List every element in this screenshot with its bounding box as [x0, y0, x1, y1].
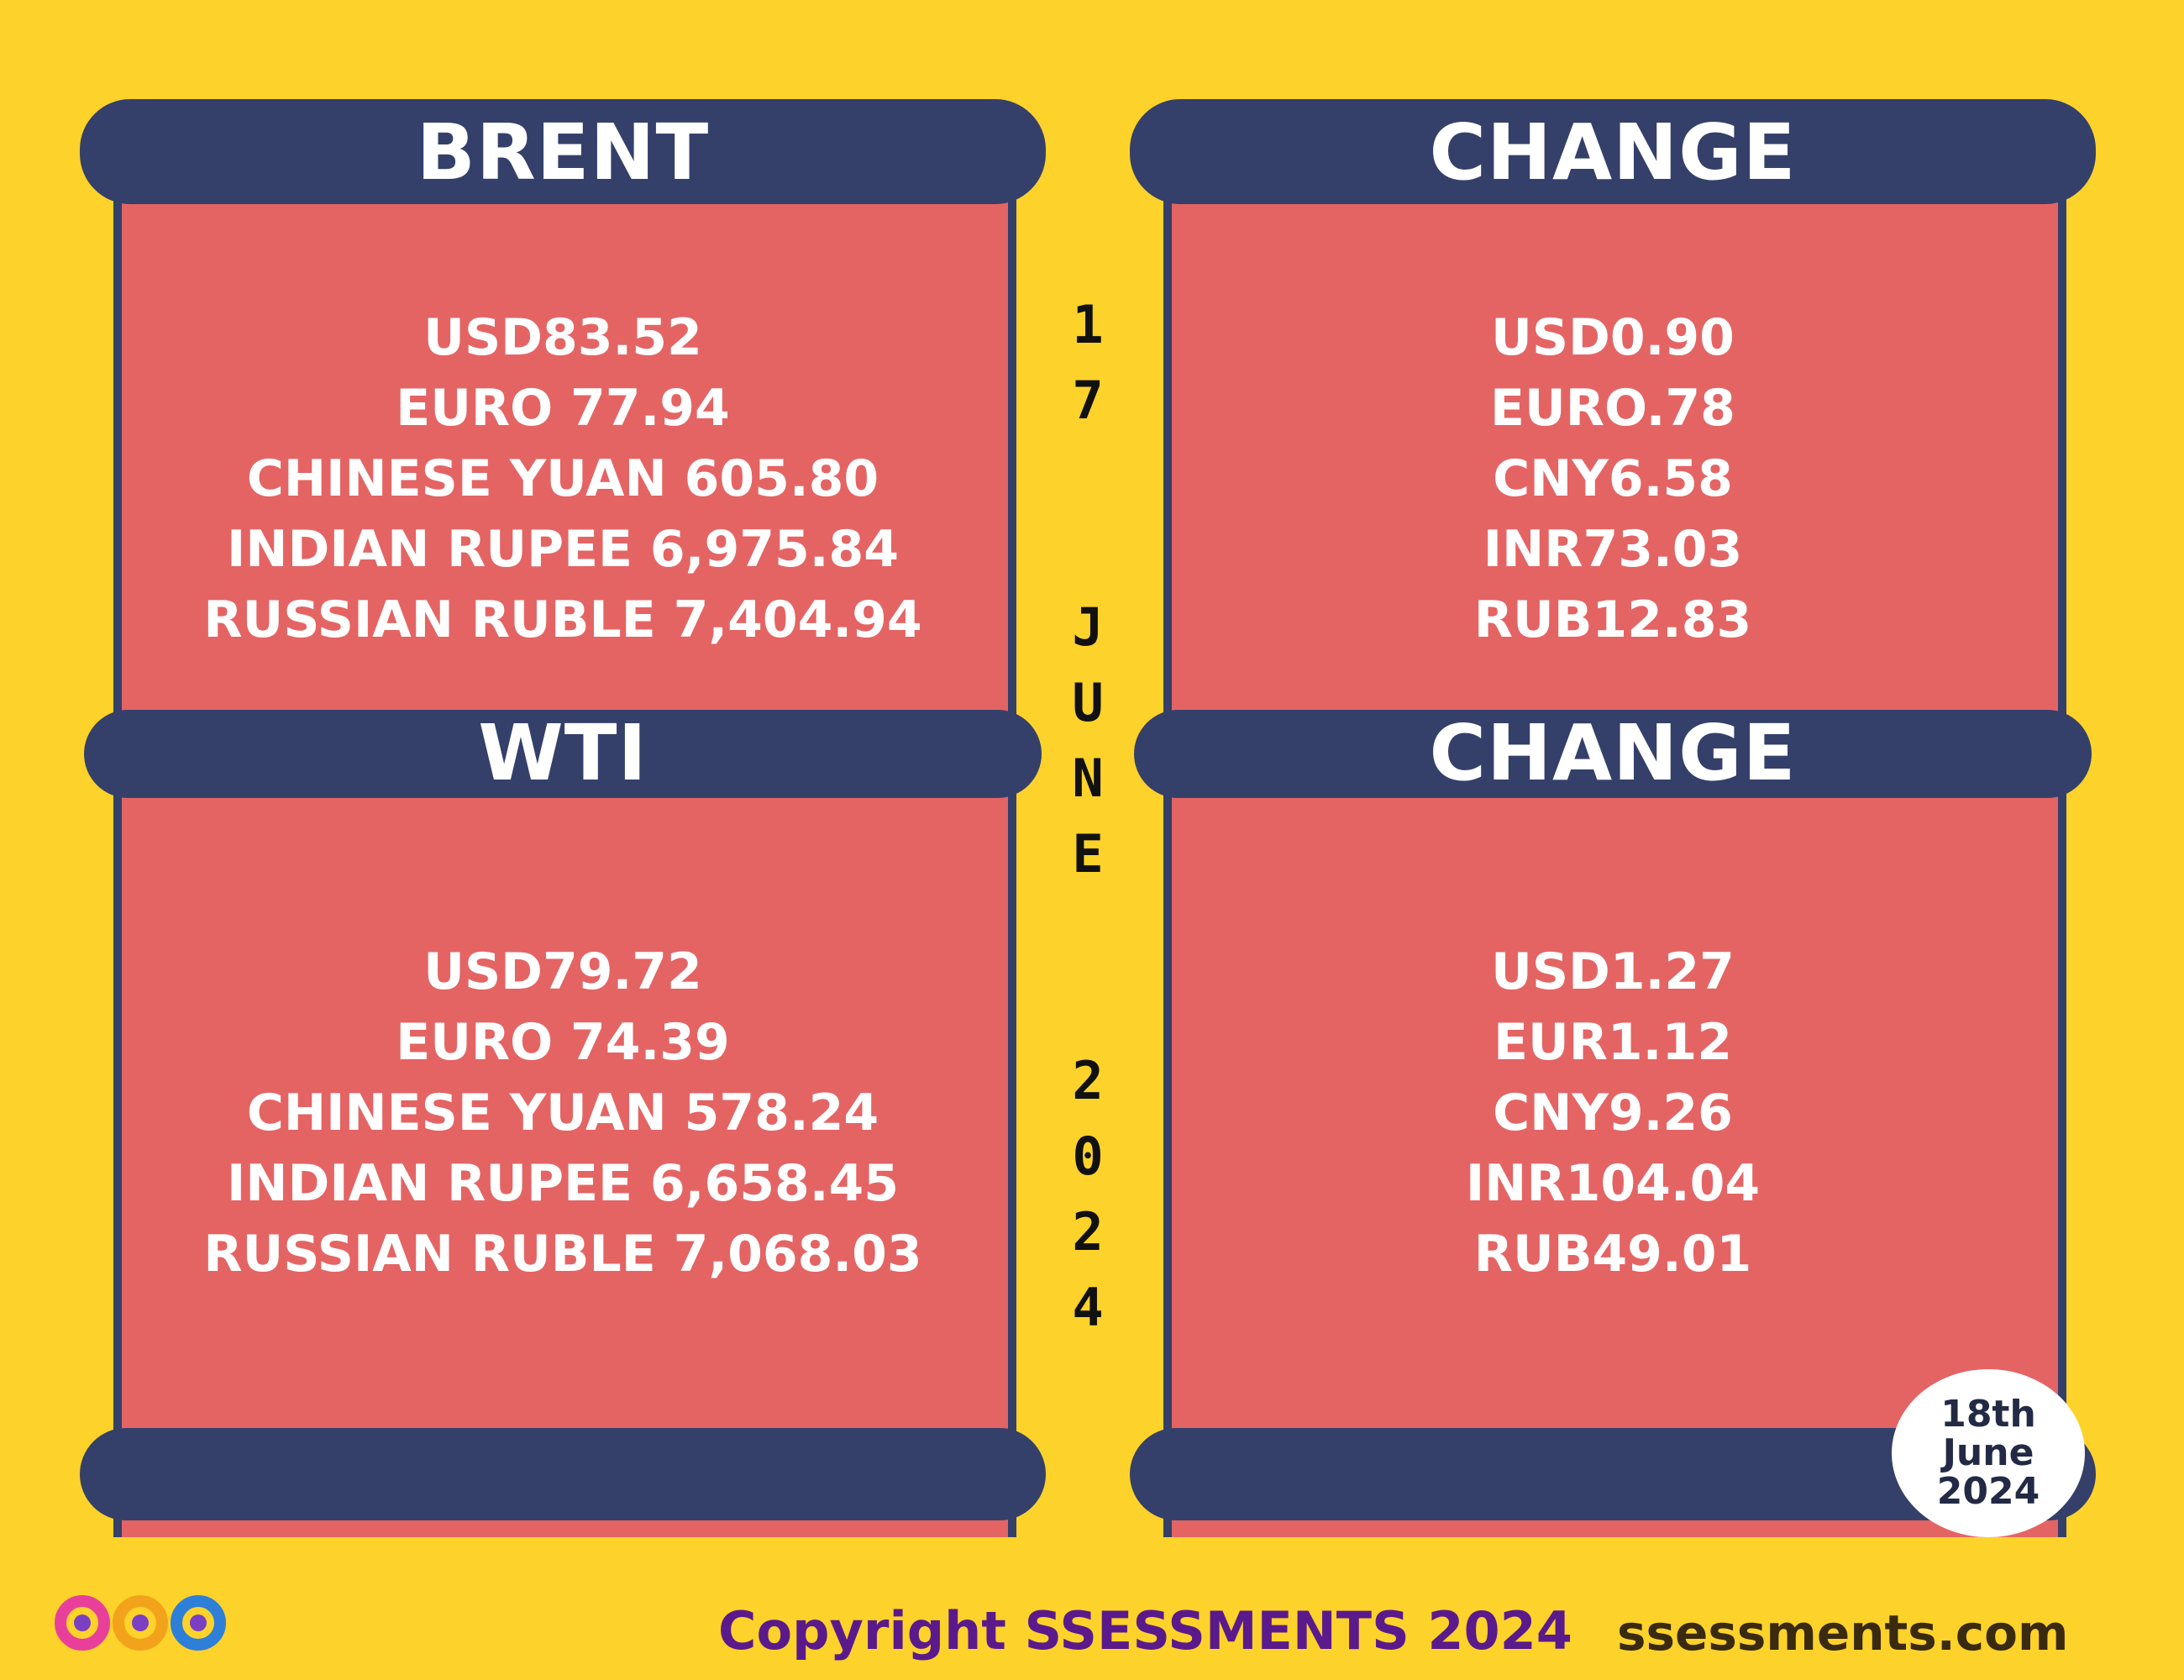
date-char: 7: [1072, 370, 1104, 431]
copyright-text: Copyright SSESSMENTS 2024: [718, 1600, 1572, 1662]
brent-change-eur: EURO.78: [1490, 379, 1735, 438]
brent-values: USD83.52 EURO 77.94 CHINESE YUAN 605.80 …: [80, 302, 1046, 655]
date-char: E: [1072, 823, 1104, 885]
brent-change-header-band: CHANGE: [1130, 99, 2096, 204]
wti-change-usd: USD1.27: [1491, 942, 1735, 1001]
brent-change-panel: [1163, 176, 2066, 815]
brent-line-cny: CHINESE YUAN 605.80: [246, 449, 879, 508]
wti-line-cny: CHINESE YUAN 578.24: [246, 1084, 879, 1142]
brent-change-usd: USD0.90: [1491, 308, 1735, 367]
brent-change-inr: INR73.03: [1483, 520, 1743, 579]
brent-change-cny: CNY6.58: [1493, 449, 1733, 508]
stamp-month: June: [1942, 1431, 2034, 1474]
ssessments-logo-icon: [55, 1595, 226, 1651]
brent-line-usd: USD83.52: [423, 308, 702, 367]
brent-change-title: CHANGE: [1429, 108, 1797, 197]
wti-change-inr: INR104.04: [1465, 1154, 1761, 1213]
brent-change-values: USD0.90 EURO.78 CNY6.58 INR73.03 RUB12.8…: [1130, 302, 2096, 655]
wti-change-title: CHANGE: [1429, 708, 1797, 798]
brent-header-band: BRENT: [80, 99, 1046, 204]
date-char: 0: [1072, 1126, 1104, 1187]
wti-line-inr: INDIAN RUPEE 6,658.45: [226, 1154, 900, 1213]
wti-change-cny: CNY9.26: [1493, 1084, 1733, 1142]
wti-values: USD79.72 EURO 74.39 CHINESE YUAN 578.24 …: [80, 937, 1046, 1289]
wti-line-rub: RUSSIAN RUBLE 7,068.03: [203, 1225, 922, 1284]
wti-change-rub: RUB49.01: [1473, 1225, 1752, 1284]
date-char: 2: [1072, 1201, 1104, 1263]
wti-line-usd: USD79.72: [423, 942, 702, 1001]
wti-line-eur: EURO 74.39: [396, 1013, 730, 1072]
wti-change-values: USD1.27 EUR1.12 CNY9.26 INR104.04 RUB49.…: [1130, 937, 2096, 1289]
wti-change-header-band: CHANGE: [1134, 708, 2092, 798]
date-char: 1: [1072, 294, 1104, 355]
wti-title: WTI: [478, 708, 648, 798]
brent-change-rub: RUB12.83: [1473, 591, 1752, 649]
date-char: 2: [1072, 1050, 1104, 1111]
brent-title: BRENT: [416, 108, 710, 197]
website-link[interactable]: ssessments.com: [1617, 1604, 2069, 1662]
date-char: N: [1072, 748, 1104, 809]
brent-barrel: BRENT WTI USD83.52 EURO 77.94 CHINESE YU…: [80, 92, 1046, 1537]
stamp-day: 18th: [1940, 1393, 2036, 1436]
date-char: U: [1072, 672, 1104, 733]
left-bottom-band: [80, 1428, 1046, 1520]
brent-line-rub: RUSSIAN RUBLE 7,404.94: [203, 591, 922, 649]
wti-header-band: WTI: [84, 708, 1042, 798]
date-char: J: [1072, 596, 1104, 658]
wti-change-eur: EUR1.12: [1494, 1013, 1732, 1072]
wti-panel: [113, 781, 1016, 1537]
brent-line-inr: INDIAN RUPEE 6,975.84: [226, 520, 900, 579]
change-barrel: CHANGE CHANGE USD0.90 EURO.78 CNY6.58 IN…: [1130, 92, 2096, 1537]
brent-panel: [113, 176, 1016, 815]
brent-line-eur: EURO 77.94: [396, 379, 730, 438]
stamp-year: 2024: [1936, 1470, 2040, 1513]
date-stamp: 18th June 2024: [1892, 1369, 2085, 1537]
date-char: 4: [1072, 1277, 1104, 1338]
